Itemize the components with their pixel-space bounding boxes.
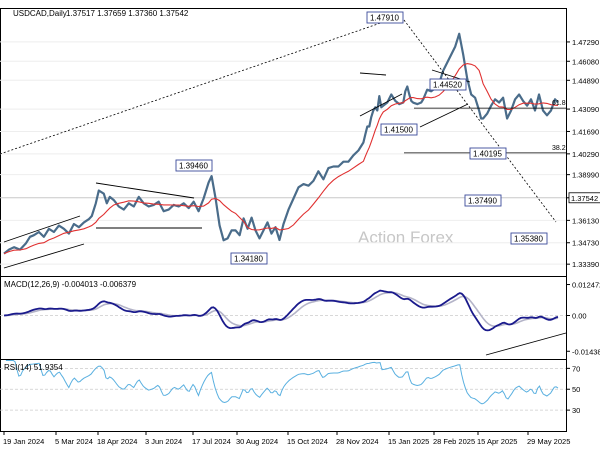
annotation-box (429, 78, 467, 91)
rsi-panel-frame (0, 359, 567, 432)
price-tick-label: 1.33390 (572, 260, 599, 269)
chart-header-symbol: USDCAD,Daily (13, 9, 67, 18)
x-tick-label: 18 Apr 2024 (97, 437, 137, 446)
annotation-box (175, 159, 213, 172)
annotation-box (510, 232, 548, 245)
price-tick-label: 1.38990 (572, 171, 599, 180)
x-tick-label: 28 Nov 2024 (336, 437, 379, 446)
macd-tick-label: -0.014389 (572, 347, 600, 356)
annotation-label: 1.34180 (234, 255, 263, 264)
lower-channel-line (3, 243, 85, 269)
wedge-lower-line (359, 93, 403, 117)
flag-lower-line (419, 103, 469, 128)
rsi-tick-label: 70 (572, 364, 580, 373)
watermark: Action Forex (358, 228, 454, 247)
annotation-label: 1.39460 (179, 162, 208, 171)
price-close-line (3, 32, 559, 255)
x-tick-label: 3 Jun 2024 (145, 437, 182, 446)
x-tick-label: 30 Aug 2024 (236, 437, 278, 446)
annotation-box (230, 252, 268, 265)
price-gridlines (0, 41, 566, 265)
moving-average-line (3, 63, 559, 255)
triangle-upper-line (95, 182, 195, 199)
rsi-tick-label: 50 (572, 385, 580, 394)
price-series-layer (3, 32, 559, 255)
price-tick-label: 1.43090 (572, 105, 599, 114)
macd-tick-label: 0.012472 (572, 281, 600, 290)
annotation-box (380, 123, 418, 136)
x-tick-label: 29 May 2025 (527, 437, 570, 446)
annotation-label: 1.37490 (468, 197, 497, 206)
macd-trendline (485, 332, 567, 356)
price-tick-label: 1.41690 (572, 127, 599, 136)
rsi-y-axis: 70 50 30 (566, 364, 580, 415)
annotation-label: 1.47910 (370, 14, 399, 23)
rsi-layer (0, 360, 566, 411)
annotation-label: 1.35380 (514, 235, 543, 244)
macd-layer (0, 289, 567, 356)
price-panel-frame (0, 8, 567, 277)
fib-level-label: 38.2 (552, 145, 566, 152)
x-tick-label: 15 Apr 2025 (477, 437, 517, 446)
annotation-label: 1.40195 (473, 150, 502, 159)
dotted-channel-line (0, 16, 399, 155)
price-tick-label: 1.36130 (572, 216, 599, 225)
macd-title: MACD(12,26,9) -0.004013 -0.006379 (4, 280, 137, 289)
macd-line (3, 289, 559, 332)
rsi-tick-label: 30 (572, 406, 580, 415)
price-tick-label: 1.34730 (572, 239, 599, 248)
rsi-line (5, 360, 559, 405)
trendline-drawings: 61.8 38.2 (0, 16, 566, 269)
x-tick-label: 19 Jan 2024 (3, 437, 44, 446)
price-tick-label: 1.44890 (572, 76, 599, 85)
annotation-box (366, 11, 404, 24)
price-tick-label: 1.46080 (572, 57, 599, 66)
last-price-box (568, 192, 600, 204)
chart-header-ohlc: 1.37517 1.37659 1.37360 1.37542 (66, 9, 189, 18)
price-tick-label: 1.40290 (572, 150, 599, 159)
dotted-down-line (403, 19, 557, 223)
x-tick-label: 28 Feb 2025 (433, 437, 475, 446)
price-tick-label: 1.47290 (572, 38, 599, 47)
annotation-box (469, 147, 507, 160)
last-price-label: 1.37542 (571, 194, 598, 203)
x-tick-label: 15 Jan 2025 (388, 437, 429, 446)
price-y-axis: 1.47290 1.46080 1.44890 1.43090 1.41690 1.402… (566, 38, 600, 269)
annotation-label: 1.41500 (384, 126, 413, 135)
price-annotations: 1.47910 1.39460 1.34180 1.41500 1.44520 1.401… (175, 11, 548, 265)
macd-tick-label: 0.00 (572, 312, 587, 321)
rsi-title: RSI(14) 51.9354 (4, 363, 63, 372)
x-tick-label: 15 Oct 2024 (287, 437, 328, 446)
time-x-axis: 19 Jan 2024 5 Mar 2024 18 Apr 2024 3 Jun 20… (3, 431, 570, 446)
x-tick-label: 5 Mar 2024 (55, 437, 93, 446)
macd-y-axis: 0.012472 0.00 -0.014389 (566, 281, 600, 356)
annotation-label: 1.44520 (433, 81, 462, 90)
x-tick-label: 17 Jul 2024 (192, 437, 231, 446)
wedge-upper-line (359, 72, 387, 76)
fib-level-label: 61.8 (552, 100, 566, 107)
annotation-box (464, 194, 502, 207)
upper-channel-line (3, 215, 81, 243)
